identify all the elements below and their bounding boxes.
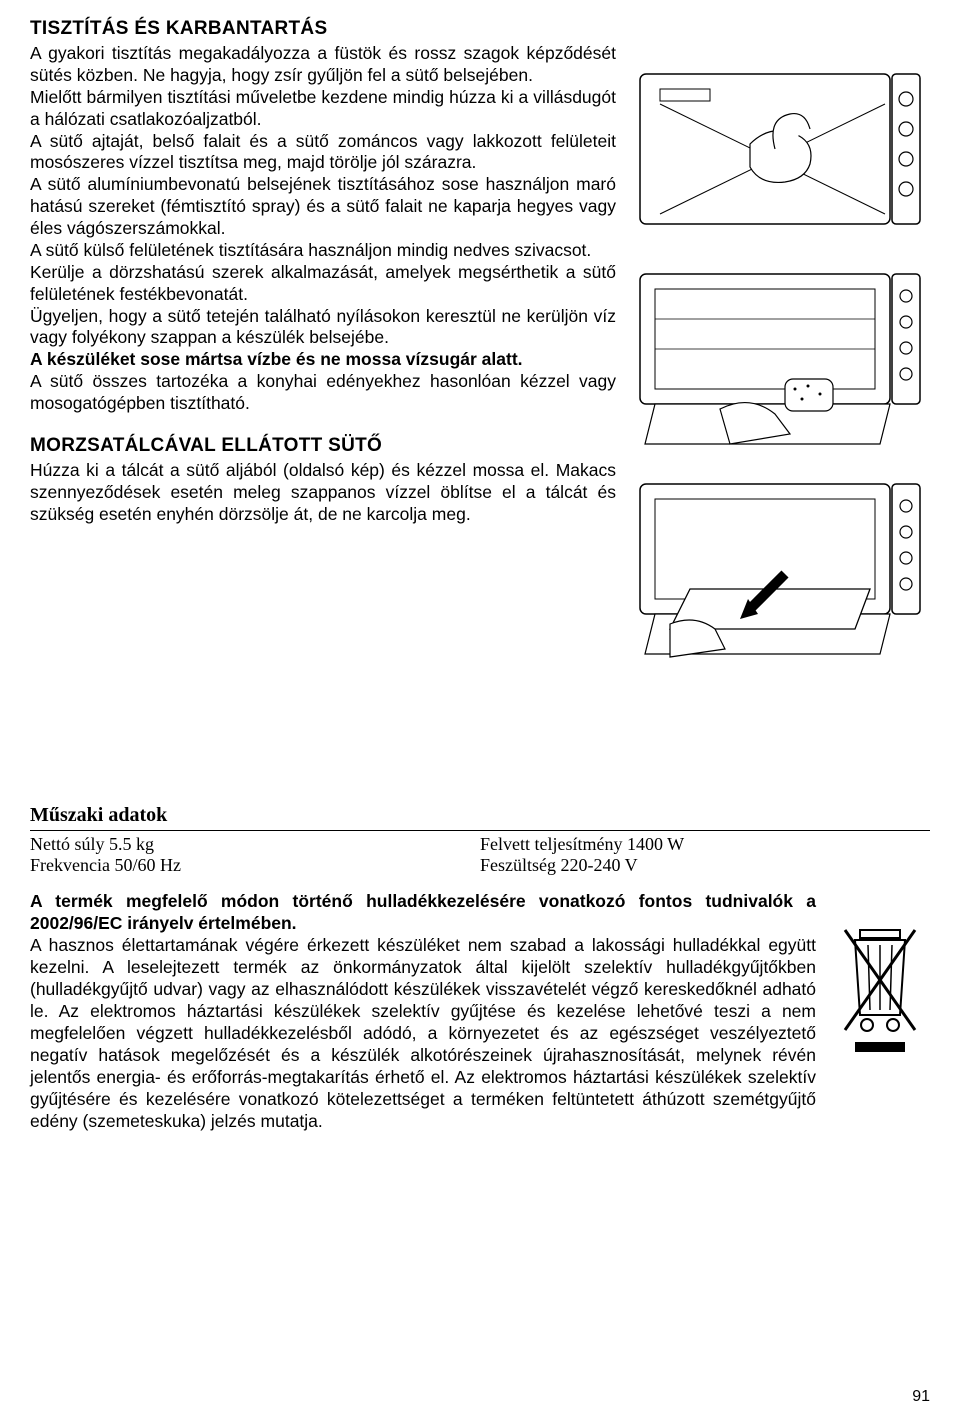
- oven-clean-inside-icon: [630, 264, 930, 454]
- disposal-heading: A termék megfelelő módon történő hulladé…: [30, 891, 816, 933]
- crumbtray-p1: Húzza ki a tálcát a sütő aljából (oldals…: [30, 460, 616, 526]
- disposal-block: A termék megfelelő módon történő hulladé…: [30, 890, 930, 1133]
- spec-voltage: Feszültség 220-240 V: [480, 855, 930, 876]
- weee-bin-icon: [830, 890, 930, 1065]
- cleaning-p4: A sütő alumíniumbevonatú belsejének tisz…: [30, 174, 616, 240]
- spec-weight: Nettó súly 5.5 kg: [30, 834, 480, 855]
- page-number: 91: [912, 1388, 930, 1406]
- disposal-body: A hasznos élettartamának végére érkezett…: [30, 935, 816, 1131]
- illustration-column: [630, 18, 930, 664]
- spec-title: Műszaki adatok: [30, 804, 930, 827]
- heading-crumbtray: MORZSATÁLCÁVAL ELLÁTOTT SÜTŐ: [30, 435, 616, 457]
- spec-freq: Frekvencia 50/60 Hz: [30, 855, 480, 876]
- heading-cleaning: TISZTÍTÁS ÉS KARBANTARTÁS: [30, 18, 616, 40]
- cleaning-p2: Mielőtt bármilyen tisztítási műveletbe k…: [30, 87, 616, 131]
- cleaning-p1: A gyakori tisztítás megakadályozza a füs…: [30, 43, 616, 87]
- spec-row-1: Nettó súly 5.5 kg Felvett teljesítmény 1…: [30, 830, 930, 855]
- cleaning-p5: A sütő külső felületének tisztítására ha…: [30, 240, 616, 262]
- cleaning-warning: A készüléket sose mártsa vízbe és ne mos…: [30, 349, 616, 371]
- oven-crumbtray-icon: [630, 474, 930, 664]
- spec-power: Felvett teljesítmény 1400 W: [480, 834, 930, 855]
- oven-clean-door-icon: [630, 54, 930, 244]
- cleaning-p9: A sütő összes tartozéka a konyhai edénye…: [30, 371, 616, 415]
- specifications-block: Műszaki adatok Nettó súly 5.5 kg Felvett…: [30, 804, 930, 876]
- disposal-text: A termék megfelelő módon történő hulladé…: [30, 890, 816, 1133]
- cleaning-p7: Ügyeljen, hogy a sütő tetején található …: [30, 306, 616, 350]
- cleaning-p3: A sütő ajtaját, belső falait és a sütő z…: [30, 131, 616, 175]
- main-text-column: TISZTÍTÁS ÉS KARBANTARTÁS A gyakori tisz…: [30, 18, 616, 664]
- spec-row-2: Frekvencia 50/60 Hz Feszültség 220-240 V: [30, 855, 930, 876]
- cleaning-p6: Kerülje a dörzshatású szerek alkalmazásá…: [30, 262, 616, 306]
